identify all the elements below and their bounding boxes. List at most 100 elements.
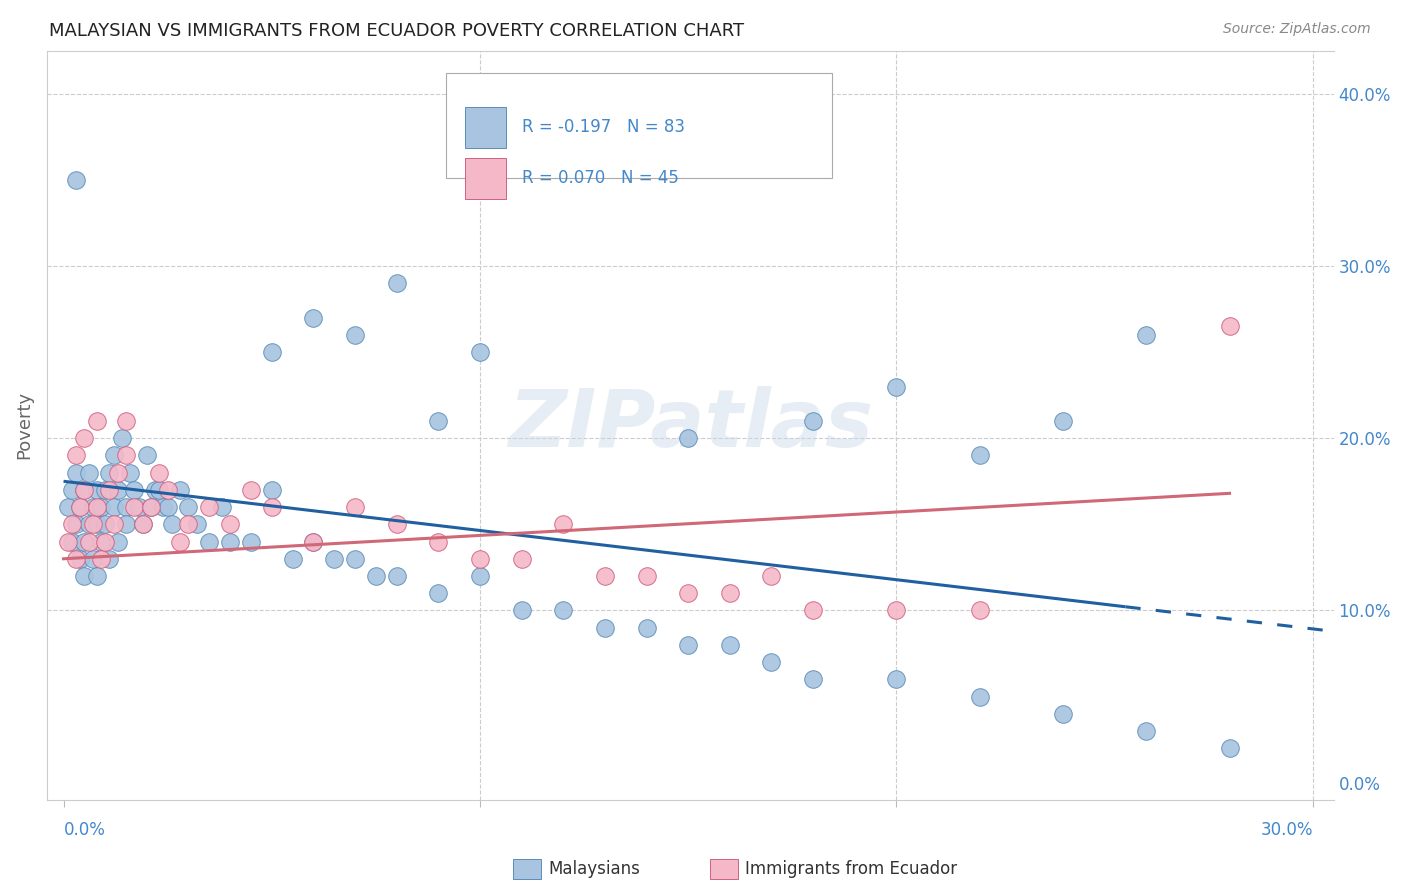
- Point: [82, 551, 104, 566]
- Point: [98, 483, 121, 497]
- Point: [198, 500, 221, 515]
- Point: [969, 449, 991, 463]
- Point: [77, 534, 100, 549]
- Point: [676, 431, 699, 445]
- Point: [302, 534, 325, 549]
- Point: [124, 483, 146, 497]
- Point: [323, 551, 346, 566]
- Point: [73, 534, 96, 549]
- Point: [886, 673, 908, 687]
- Point: [65, 173, 87, 187]
- Point: [60, 534, 83, 549]
- Point: [239, 534, 262, 549]
- Y-axis label: Poverty: Poverty: [15, 392, 32, 459]
- Point: [86, 500, 108, 515]
- Point: [90, 500, 112, 515]
- Point: [148, 483, 170, 497]
- Text: 0.0%: 0.0%: [63, 821, 105, 838]
- Point: [65, 551, 87, 566]
- Point: [90, 551, 112, 566]
- Text: ZIPatlas: ZIPatlas: [508, 386, 873, 465]
- Point: [364, 569, 387, 583]
- Point: [169, 534, 191, 549]
- Text: R = 0.070   N = 45: R = 0.070 N = 45: [522, 169, 679, 187]
- Point: [468, 345, 491, 359]
- Point: [886, 603, 908, 617]
- Point: [86, 517, 108, 532]
- Point: [73, 483, 96, 497]
- Point: [82, 500, 104, 515]
- Point: [761, 655, 783, 669]
- Point: [139, 500, 162, 515]
- Point: [56, 534, 79, 549]
- Point: [260, 500, 283, 515]
- Point: [90, 534, 112, 549]
- Point: [211, 500, 233, 515]
- Point: [115, 449, 138, 463]
- Point: [86, 414, 108, 428]
- Point: [73, 569, 96, 583]
- Point: [103, 500, 125, 515]
- Point: [103, 517, 125, 532]
- Point: [156, 483, 179, 497]
- FancyBboxPatch shape: [446, 73, 832, 178]
- Point: [73, 431, 96, 445]
- Text: Malaysians: Malaysians: [548, 860, 640, 878]
- Point: [281, 551, 304, 566]
- Point: [56, 500, 79, 515]
- Point: [86, 483, 108, 497]
- Point: [468, 551, 491, 566]
- Point: [77, 517, 100, 532]
- Point: [1135, 327, 1157, 342]
- Point: [107, 483, 129, 497]
- Point: [427, 414, 450, 428]
- Point: [160, 517, 183, 532]
- Point: [65, 466, 87, 480]
- Point: [468, 569, 491, 583]
- Point: [718, 638, 741, 652]
- Point: [128, 500, 150, 515]
- Point: [801, 414, 824, 428]
- Point: [186, 517, 208, 532]
- Point: [131, 517, 153, 532]
- Point: [107, 466, 129, 480]
- Point: [115, 500, 138, 515]
- Point: [676, 638, 699, 652]
- Point: [107, 534, 129, 549]
- Point: [152, 500, 174, 515]
- Point: [73, 483, 96, 497]
- Point: [886, 379, 908, 393]
- Text: R = -0.197   N = 83: R = -0.197 N = 83: [522, 119, 685, 136]
- Point: [1218, 319, 1240, 334]
- Point: [385, 276, 408, 290]
- Point: [676, 586, 699, 600]
- Point: [135, 449, 157, 463]
- Point: [103, 449, 125, 463]
- Point: [156, 500, 179, 515]
- Point: [124, 500, 146, 515]
- Point: [801, 673, 824, 687]
- Point: [553, 603, 575, 617]
- Point: [115, 414, 138, 428]
- Point: [761, 569, 783, 583]
- Point: [94, 517, 117, 532]
- Point: [94, 483, 117, 497]
- Point: [636, 621, 658, 635]
- Point: [86, 569, 108, 583]
- Text: MALAYSIAN VS IMMIGRANTS FROM ECUADOR POVERTY CORRELATION CHART: MALAYSIAN VS IMMIGRANTS FROM ECUADOR POV…: [49, 22, 744, 40]
- Point: [219, 534, 242, 549]
- Point: [69, 551, 91, 566]
- Point: [636, 569, 658, 583]
- Point: [65, 449, 87, 463]
- Point: [94, 534, 117, 549]
- Point: [131, 517, 153, 532]
- Point: [593, 569, 616, 583]
- Point: [69, 500, 91, 515]
- Point: [510, 603, 533, 617]
- Point: [344, 551, 367, 566]
- Point: [427, 534, 450, 549]
- Point: [148, 466, 170, 480]
- Point: [1218, 741, 1240, 756]
- Point: [344, 327, 367, 342]
- Text: Source: ZipAtlas.com: Source: ZipAtlas.com: [1223, 22, 1371, 37]
